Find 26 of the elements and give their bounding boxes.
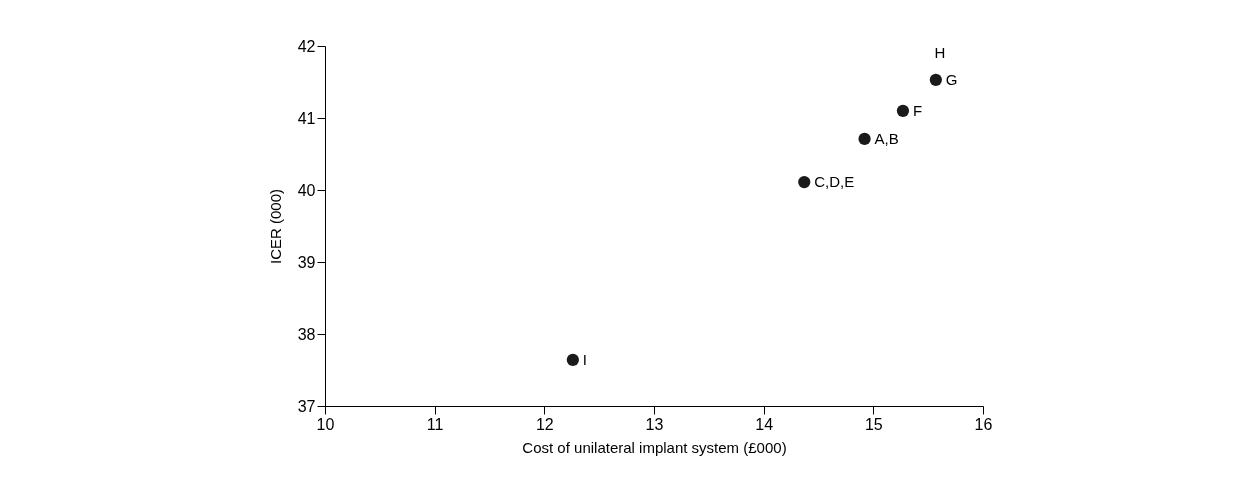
y-tick-label: 39 [297,253,316,271]
point [929,73,942,86]
annotation: A,B [874,129,899,147]
x-tick-label: 15 [864,415,883,433]
point [566,353,579,367]
annotation: G [945,70,958,88]
point [858,132,871,145]
annotation: C,D,E [814,173,855,191]
x-axis-title: Cost of unilateral implant system (£000) [522,438,787,456]
point [798,175,811,189]
x-tick-label: 11 [426,415,444,433]
annotation: H [934,43,946,61]
y-tick-label: 40 [297,181,316,199]
y-axis-title: ICER (000) [266,188,284,265]
x-tick-label: 12 [535,415,554,433]
x-tick-label: 10 [316,415,335,433]
y-tick-label: 41 [297,109,316,127]
y-tick-label: 37 [297,397,316,415]
x-tick-label: 16 [974,415,993,433]
point [896,104,910,117]
x-tick-label: 14 [755,415,774,433]
y-tick-label: 38 [297,325,316,343]
x-tick-label: 13 [645,415,664,433]
annotation: F [912,101,923,119]
y-tick-label: 42 [297,37,316,55]
annotation: I [582,350,588,368]
